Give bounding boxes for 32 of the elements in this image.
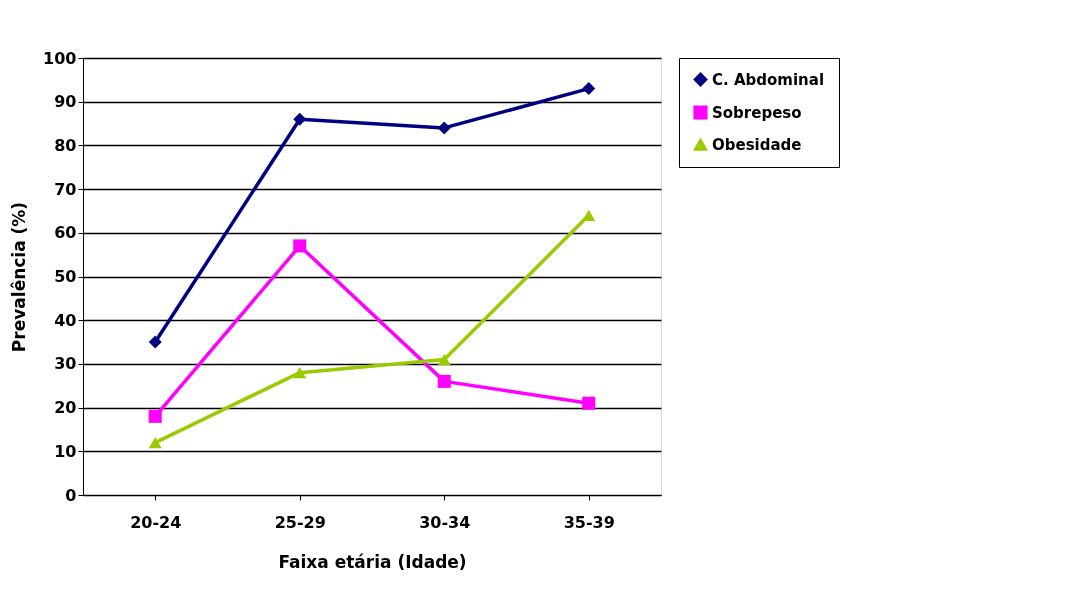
y-tick-label: 60 <box>54 223 77 243</box>
x-tick-label: 30-34 <box>419 512 471 532</box>
y-tick-label: 30 <box>54 354 77 374</box>
point <box>293 112 307 126</box>
point <box>582 396 596 410</box>
y-tick-label: 40 <box>54 310 77 330</box>
x-tick-label: 25-29 <box>274 512 326 532</box>
point <box>293 366 307 379</box>
y-tick-label: 80 <box>54 135 77 155</box>
point <box>148 436 162 449</box>
point <box>148 335 162 349</box>
legend-label: Obesidade <box>712 135 802 154</box>
y-tick-label: 70 <box>54 179 77 199</box>
y-tick-label: 100 <box>43 48 77 68</box>
x-tick-label: 35-39 <box>563 512 615 532</box>
y-axis-title: Prevalência (%) <box>9 201 30 353</box>
point <box>148 409 162 423</box>
legend-label: Sobrepeso <box>712 103 802 122</box>
legend-label: C. Abdominal <box>712 70 825 89</box>
point <box>582 82 596 96</box>
point <box>582 209 596 221</box>
point <box>437 121 451 135</box>
y-tick-label: 50 <box>54 267 77 286</box>
x-axis-title: Faixa etária (Idade) <box>278 551 467 572</box>
y-tick-label: 0 <box>65 485 77 505</box>
point <box>437 353 451 366</box>
y-tick-label: 10 <box>54 441 77 461</box>
y-tick-label: 90 <box>54 92 77 112</box>
point <box>437 374 451 388</box>
x-tick-label: 20-24 <box>130 512 182 532</box>
point <box>293 239 307 253</box>
y-tick-label: 20 <box>54 398 77 418</box>
